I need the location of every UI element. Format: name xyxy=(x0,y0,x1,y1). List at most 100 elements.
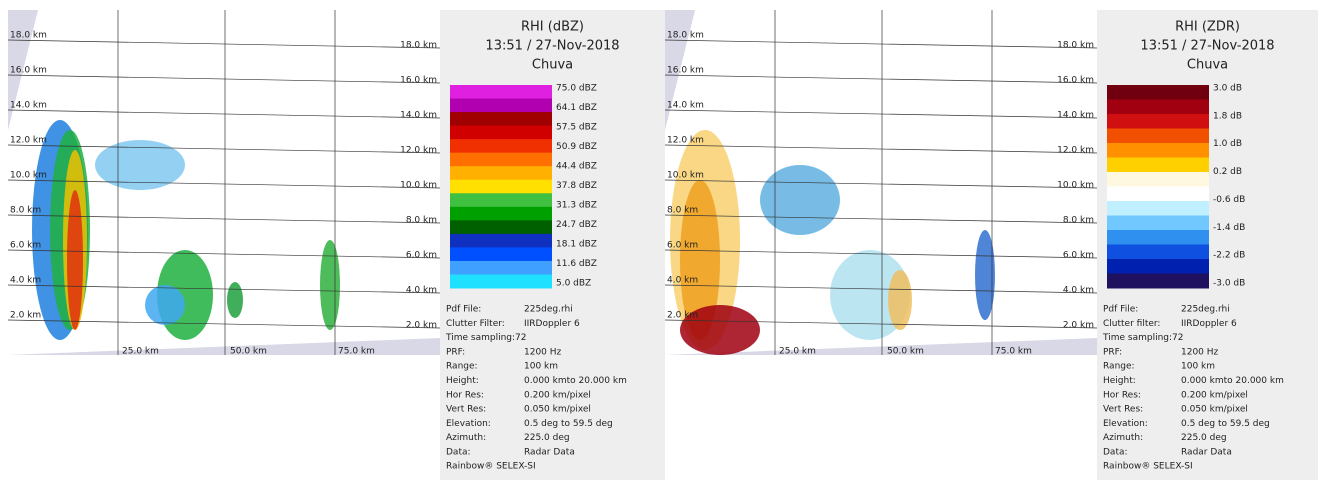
colorbar-label: 5.0 dBZ xyxy=(556,279,591,289)
colorbar-step xyxy=(1107,114,1209,129)
info-value: 225deg.rhi xyxy=(1181,305,1230,315)
height-label: 6.0 km xyxy=(406,251,437,261)
info-key: Elevation: xyxy=(446,419,491,429)
echo xyxy=(227,282,243,318)
echo xyxy=(145,285,185,325)
colorbar-label: 0.2 dB xyxy=(1213,167,1242,177)
info-key: PRF: xyxy=(446,347,465,357)
height-label: 16.0 km xyxy=(400,76,437,86)
height-label: 6.0 km xyxy=(10,241,41,251)
height-label: 14.0 km xyxy=(10,101,47,111)
info-value: Radar Data xyxy=(524,448,575,458)
colorbar-step xyxy=(1107,129,1209,144)
height-label: 4.0 km xyxy=(406,286,437,296)
info-key: Vert Res: xyxy=(1103,405,1143,415)
colorbar-label: -3.0 dB xyxy=(1213,279,1245,289)
colorbar-step xyxy=(450,112,552,126)
info-key: Range: xyxy=(1103,362,1135,372)
info-key: Range: xyxy=(446,362,478,372)
range-label: 25.0 km xyxy=(122,347,159,357)
colorbar-step xyxy=(450,166,552,180)
footer: Rainbow® SELEX-SI xyxy=(446,462,536,472)
height-label: 18.0 km xyxy=(667,31,704,41)
height-label: 6.0 km xyxy=(1063,251,1094,261)
height-label: 10.0 km xyxy=(667,171,704,181)
info-value: 225deg.rhi xyxy=(524,305,573,315)
echo xyxy=(67,190,83,330)
colorbar-step xyxy=(450,153,552,167)
info-value: 100 km xyxy=(1181,362,1215,372)
subtitle: Chuva xyxy=(532,58,573,73)
info-key: Time sampling:72 xyxy=(1102,333,1183,343)
colorbar-label: 18.1 dBZ xyxy=(556,240,597,250)
colorbar-step xyxy=(1107,230,1209,245)
height-label: 18.0 km xyxy=(10,31,47,41)
height-label: 8.0 km xyxy=(667,206,698,216)
height-label: 6.0 km xyxy=(667,241,698,251)
subtitle: Chuva xyxy=(1187,58,1228,73)
info-key: Pdf File: xyxy=(446,305,481,315)
info-value: 0.000 kmto 20.000 km xyxy=(1181,376,1284,386)
info-key: Pdf File: xyxy=(1103,305,1138,315)
height-label: 14.0 km xyxy=(1057,111,1094,121)
colorbar-step xyxy=(450,207,552,221)
height-label: 18.0 km xyxy=(1057,41,1094,51)
colorbar-step xyxy=(1107,201,1209,216)
height-label: 4.0 km xyxy=(1063,286,1094,296)
info-key: Vert Res: xyxy=(446,405,486,415)
info-key: Time sampling:72 xyxy=(445,333,526,343)
info-value: 0.5 deg to 59.5 deg xyxy=(524,419,613,429)
range-label: 75.0 km xyxy=(338,347,375,357)
colorbar-step xyxy=(450,234,552,248)
info-key: Azimuth: xyxy=(1103,433,1143,443)
height-label: 12.0 km xyxy=(400,146,437,156)
colorbar-step xyxy=(1107,172,1209,187)
colorbar-label: 64.1 dBZ xyxy=(556,103,597,113)
colorbar-label: 1.0 dB xyxy=(1213,139,1242,149)
colorbar-step xyxy=(1107,216,1209,231)
height-label: 18.0 km xyxy=(400,41,437,51)
colorbar-step xyxy=(1107,187,1209,202)
height-label: 4.0 km xyxy=(667,276,698,286)
info-key: Data: xyxy=(446,448,471,458)
height-label: 2.0 km xyxy=(667,311,698,321)
height-label: 14.0 km xyxy=(400,111,437,121)
colorbar-step xyxy=(1107,85,1209,100)
time: 13:51 / 27-Nov-2018 xyxy=(485,39,619,54)
colorbar-step xyxy=(450,193,552,207)
colorbar-step xyxy=(1107,245,1209,260)
info-value: 0.200 km/pixel xyxy=(524,390,591,400)
info-value: 0.200 km/pixel xyxy=(1181,390,1248,400)
colorbar-label: -2.2 dB xyxy=(1213,251,1245,261)
range-label: 50.0 km xyxy=(887,347,924,357)
info-key: Azimuth: xyxy=(446,433,486,443)
height-label: 2.0 km xyxy=(406,321,437,331)
height-label: 12.0 km xyxy=(667,136,704,146)
info-key: Clutter filter: xyxy=(1103,319,1160,329)
colorbar-step xyxy=(450,220,552,234)
footer: Rainbow® SELEX-SI xyxy=(1103,462,1193,472)
info-value: 1200 Hz xyxy=(1181,347,1219,357)
colorbar-label: 31.3 dBZ xyxy=(556,201,597,211)
height-label: 8.0 km xyxy=(1063,216,1094,226)
colorbar-step xyxy=(1107,143,1209,158)
colorbar-label: 37.8 dBZ xyxy=(556,181,597,191)
info-value: 0.5 deg to 59.5 deg xyxy=(1181,419,1270,429)
echo xyxy=(760,165,840,235)
height-label: 14.0 km xyxy=(667,101,704,111)
info-value: 225.0 deg xyxy=(524,433,570,443)
colorbar-step xyxy=(1107,100,1209,115)
colorbar-step xyxy=(450,99,552,113)
echo xyxy=(888,270,912,330)
colorbar-label: -0.6 dB xyxy=(1213,195,1245,205)
height-label: 12.0 km xyxy=(10,136,47,146)
colorbar-step xyxy=(450,180,552,194)
range-label: 75.0 km xyxy=(995,347,1032,357)
info-value: 0.050 km/pixel xyxy=(1181,405,1248,415)
height-label: 16.0 km xyxy=(10,66,47,76)
colorbar-label: 1.8 dB xyxy=(1213,111,1242,121)
info-key: Elevation: xyxy=(1103,419,1148,429)
title: RHI (dBZ) xyxy=(521,20,584,35)
echo xyxy=(320,240,340,330)
colorbar-step xyxy=(450,247,552,261)
